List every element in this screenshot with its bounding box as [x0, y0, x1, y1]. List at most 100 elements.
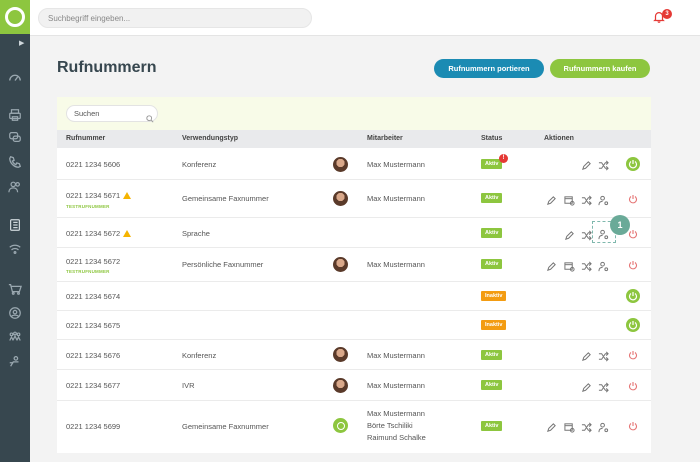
chat-icon[interactable]	[7, 130, 23, 144]
warning-icon	[123, 192, 132, 199]
edit-icon[interactable]	[564, 228, 575, 240]
power-icon[interactable]	[626, 258, 640, 272]
port-numbers-button[interactable]: Rufnummern portieren	[434, 59, 544, 78]
power-icon[interactable]	[626, 379, 640, 393]
row-number: 0221 1234 5672	[66, 257, 121, 266]
avatar	[333, 347, 348, 362]
avatar	[333, 378, 348, 393]
power-icon[interactable]	[626, 157, 640, 171]
test-number-tag: TESTRUFNUMMER	[66, 204, 110, 209]
page-title: Rufnummern	[57, 59, 157, 76]
header-status[interactable]: Status	[481, 135, 503, 142]
row-employee: Max Mustermann	[367, 409, 425, 418]
logo[interactable]	[0, 0, 30, 34]
dashboard-icon[interactable]	[7, 70, 23, 84]
row-number: 0221 1234 5677	[66, 381, 121, 390]
user-circle-icon[interactable]	[7, 306, 23, 320]
shuffle-icon[interactable]	[581, 193, 592, 206]
team-icon[interactable]	[7, 330, 23, 344]
row-employee: Max Mustermann	[367, 260, 425, 269]
edit-icon[interactable]	[546, 420, 557, 432]
table-row[interactable]: 0221 1234 5675 Inaktiv	[57, 311, 651, 340]
row-type: Sprache	[182, 229, 210, 238]
cart-icon[interactable]	[7, 282, 23, 296]
calendar-clock-icon[interactable]	[564, 420, 575, 433]
edit-icon[interactable]	[581, 380, 592, 392]
row-type: Persönliche Faxnummer	[182, 260, 264, 269]
avatar	[333, 191, 348, 206]
table-row[interactable]: 0221 1234 5606 Konferenz Max Mustermann …	[57, 148, 651, 180]
header-employee[interactable]: Mitarbeiter	[367, 135, 403, 142]
calendar-clock-icon[interactable]	[564, 193, 575, 206]
agent-icon[interactable]	[7, 354, 23, 368]
edit-icon[interactable]	[581, 158, 592, 170]
printer-icon[interactable]	[7, 108, 23, 122]
global-search-input[interactable]	[38, 8, 312, 28]
edit-icon[interactable]	[546, 259, 557, 271]
shuffle-icon[interactable]	[598, 380, 609, 393]
bell-icon[interactable]	[652, 10, 666, 24]
row-type: Gemeinsame Faxnummer	[182, 194, 269, 203]
wifi-icon[interactable]	[7, 242, 23, 256]
power-icon[interactable]	[626, 227, 640, 241]
status-badge: Aktiv	[481, 193, 503, 203]
row-number: 0221 1234 5672	[66, 229, 132, 238]
power-icon[interactable]	[626, 192, 640, 206]
group-avatar	[333, 418, 348, 433]
table-row[interactable]: 0221 1234 5677 IVR Max Mustermann Aktiv	[57, 370, 651, 401]
table-row[interactable]: 0221 1234 5671 TESTRUFNUMMER Gemeinsame …	[57, 180, 651, 218]
table-search-input[interactable]	[66, 105, 158, 122]
header-type[interactable]: Verwendungstyp	[182, 135, 239, 142]
row-number: 0221 1234 5675	[66, 321, 121, 330]
phone-list-icon[interactable]	[7, 218, 23, 232]
edit-icon[interactable]	[546, 193, 557, 205]
table-row[interactable]: 0221 1234 5699 Gemeinsame Faxnummer Max …	[57, 401, 651, 451]
row-employee: Börte Tschiliki	[367, 421, 413, 430]
calendar-clock-icon[interactable]	[564, 259, 575, 272]
power-icon[interactable]	[626, 348, 640, 362]
search-icon[interactable]	[146, 110, 154, 123]
row-type: Gemeinsame Faxnummer	[182, 422, 269, 431]
power-icon[interactable]	[626, 318, 640, 332]
status-badge: Aktiv	[481, 350, 503, 360]
power-icon[interactable]	[626, 419, 640, 433]
user-settings-icon[interactable]	[598, 420, 609, 433]
shuffle-icon[interactable]	[598, 349, 609, 362]
alert-badge: !	[499, 154, 508, 163]
edit-icon[interactable]	[581, 349, 592, 361]
table-row[interactable]: 0221 1234 5676 Konferenz Max Mustermann …	[57, 340, 651, 370]
buy-numbers-button[interactable]: Rufnummern kaufen	[550, 59, 650, 78]
table-row[interactable]: 0221 1234 5672 TESTRUFNUMMER Persönliche…	[57, 248, 651, 282]
sidebar: ▶	[0, 0, 30, 462]
status-badge: Aktiv	[481, 259, 503, 269]
users-icon[interactable]	[7, 180, 23, 194]
row-number: 0221 1234 5699	[66, 422, 121, 431]
status-badge: Aktiv	[481, 380, 503, 390]
shuffle-icon[interactable]	[581, 259, 592, 272]
power-icon[interactable]	[626, 289, 640, 303]
shuffle-icon[interactable]	[581, 228, 592, 241]
table-row[interactable]: 0221 1234 5672 Sprache Aktiv	[57, 218, 651, 248]
row-number: 0221 1234 5676	[66, 351, 121, 360]
user-settings-icon[interactable]	[598, 227, 609, 240]
status-badge: Aktiv	[481, 421, 503, 431]
shuffle-icon[interactable]	[598, 158, 609, 171]
row-type: Konferenz	[182, 351, 217, 360]
user-settings-icon[interactable]	[598, 259, 609, 272]
top-bar: 3	[30, 0, 700, 36]
status-badge: Inaktiv	[481, 320, 507, 330]
table-row[interactable]: 0221 1234 5674 Inaktiv	[57, 282, 651, 311]
phone-icon[interactable]	[7, 155, 23, 169]
warning-icon	[123, 230, 132, 237]
user-settings-icon[interactable]	[598, 193, 609, 206]
row-type: Konferenz	[182, 160, 217, 169]
table-header: Rufnummer Verwendungstyp Mitarbeiter Sta…	[57, 130, 651, 148]
sidebar-expand-icon[interactable]: ▶	[19, 40, 25, 47]
row-employee: Max Mustermann	[367, 381, 425, 390]
status-badge: Aktiv	[481, 159, 503, 169]
shuffle-icon[interactable]	[581, 420, 592, 433]
notification-badge: 3	[662, 9, 672, 19]
test-number-tag: TESTRUFNUMMER	[66, 269, 110, 274]
status-badge: Inaktiv	[481, 291, 507, 301]
header-number[interactable]: Rufnummer	[66, 135, 106, 142]
